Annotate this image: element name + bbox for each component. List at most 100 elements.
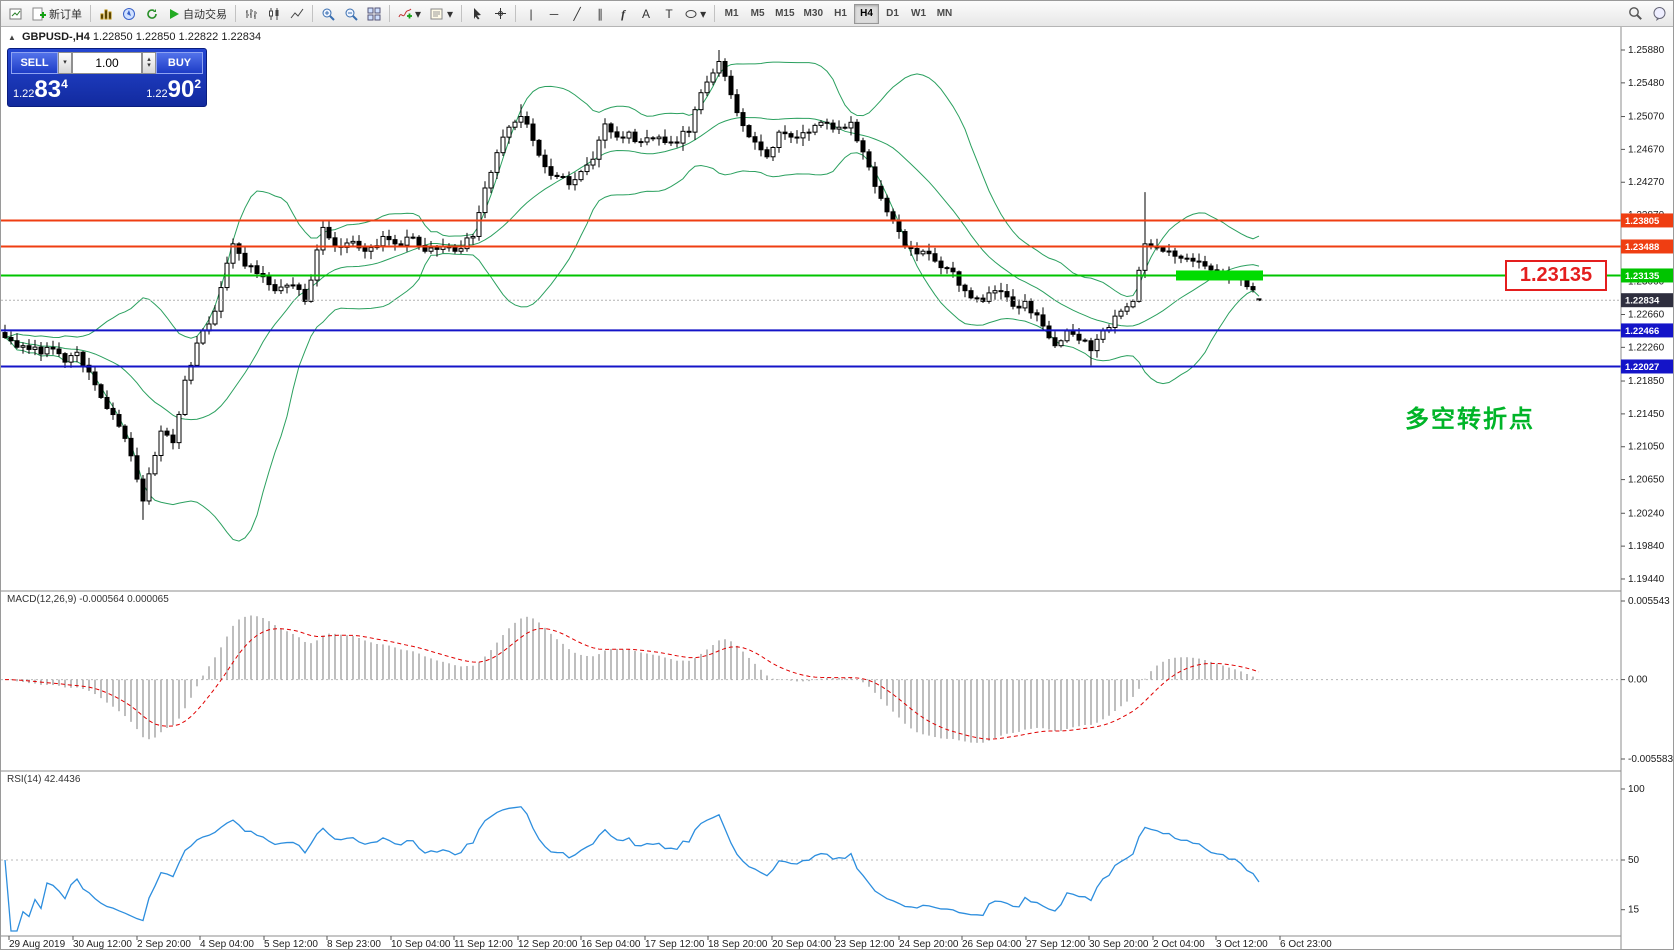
separator (389, 5, 390, 22)
svg-text:4 Sep 04:00: 4 Sep 04:00 (200, 939, 254, 950)
ohlc-values: 1.22850 1.22850 1.22822 1.22834 (92, 31, 262, 43)
trendline-tool-button[interactable]: ╱ (566, 3, 588, 25)
auto-trading-label: 自动交易 (183, 8, 227, 21)
trendline-icon: ╱ (573, 6, 581, 21)
zoom-out-button[interactable] (340, 3, 362, 25)
text-tool-button[interactable]: A (635, 3, 657, 25)
vline-tool-button[interactable]: | (520, 3, 542, 25)
volume-input[interactable] (72, 52, 142, 74)
svg-text:1.22834: 1.22834 (1625, 296, 1660, 307)
svg-text:1.21050: 1.21050 (1628, 442, 1665, 453)
crosshair-tool-button[interactable] (489, 3, 511, 25)
timeframe-m5[interactable]: M5 (745, 4, 770, 24)
auto-trading-button[interactable]: 自动交易 (164, 3, 231, 25)
candles-layer (2, 50, 1262, 520)
bar-chart-button[interactable] (240, 3, 262, 25)
separator (714, 5, 716, 22)
bar-chart-icon (246, 8, 257, 19)
macd-layer (4, 615, 1260, 743)
refresh-button[interactable] (141, 3, 163, 25)
separator (90, 5, 91, 22)
one-click-trading-panel: SELL ▾ ▴▾ BUY 1.22834 1.22902 (7, 48, 207, 107)
navigator-button[interactable] (118, 3, 140, 25)
cursor-tool-button[interactable] (466, 3, 488, 25)
indicators-icon (398, 8, 412, 18)
search-button[interactable] (1624, 3, 1647, 25)
svg-text:3 Oct 12:00: 3 Oct 12:00 (1216, 939, 1268, 950)
templates-button[interactable]: ▾ (426, 3, 457, 25)
candlestick-chart-button[interactable] (263, 3, 285, 25)
sell-price[interactable]: 1.22834 (13, 76, 68, 103)
timeframe-mn[interactable]: MN (932, 4, 957, 24)
chart-title: ▲ GBPUSD-,H4 1.22850 1.22850 1.22822 1.2… (8, 31, 261, 43)
horizontal-line-icon: ─ (549, 6, 559, 21)
annotation-text: 多空转折点 (1405, 406, 1535, 433)
svg-text:1.20240: 1.20240 (1628, 508, 1665, 519)
fibonacci-tool-button[interactable]: f (612, 3, 634, 25)
timeframe-w1[interactable]: W1 (906, 4, 931, 24)
buy-button[interactable]: BUY (156, 52, 203, 74)
timeframe-m15[interactable]: M15 (771, 4, 798, 24)
rsi-layer (4, 806, 1260, 932)
buy-price[interactable]: 1.22902 (146, 76, 201, 103)
svg-text:26 Sep 04:00: 26 Sep 04:00 (962, 939, 1022, 950)
svg-text:11 Sep 12:00: 11 Sep 12:00 (454, 939, 513, 950)
chevron-down-icon: ▾ (63, 59, 67, 67)
svg-text:100: 100 (1628, 784, 1645, 795)
svg-text:1.24270: 1.24270 (1628, 177, 1665, 188)
symbol-period-label: GBPUSD-,H4 (21, 31, 90, 43)
new-order-icon (32, 7, 46, 20)
assistant-button[interactable] (1648, 3, 1671, 25)
timeframe-d1[interactable]: D1 (880, 4, 905, 24)
timeframe-m1[interactable]: M1 (719, 4, 744, 24)
svg-text:1.21450: 1.21450 (1628, 409, 1665, 420)
svg-text:2 Sep 20:00: 2 Sep 20:00 (137, 939, 191, 950)
channel-icon: ∥ (597, 6, 604, 21)
svg-text:30 Aug 12:00: 30 Aug 12:00 (73, 939, 132, 950)
zoom-in-button[interactable] (317, 3, 339, 25)
svg-text:0.005543: 0.005543 (1628, 596, 1670, 607)
svg-text:1.22466: 1.22466 (1625, 326, 1659, 337)
level-lines-layer (1, 219, 1621, 368)
svg-text:1.22660: 1.22660 (1628, 309, 1665, 320)
svg-text:8 Sep 23:00: 8 Sep 23:00 (327, 939, 381, 950)
new-order-button[interactable]: 新订单 (28, 3, 86, 25)
chart-canvas[interactable]: 1.25880 1.25480 1.25070 1.24670 1.24270 1.238… (1, 27, 1674, 950)
svg-text:1.25880: 1.25880 (1628, 45, 1665, 56)
candlestick-chart-icon (269, 7, 279, 20)
indicators-button[interactable]: ▾ (394, 3, 425, 25)
new-chart-button[interactable] (5, 3, 27, 25)
hline-tool-button[interactable]: ─ (543, 3, 565, 25)
templates-icon (430, 8, 443, 19)
svg-text:1.20650: 1.20650 (1628, 475, 1665, 486)
market-watch-button[interactable] (95, 3, 117, 25)
tile-windows-button[interactable] (363, 3, 385, 25)
svg-text:0.00: 0.00 (1628, 675, 1648, 686)
svg-text:23 Sep 12:00: 23 Sep 12:00 (835, 939, 895, 950)
timeframe-m30[interactable]: M30 (800, 4, 827, 24)
volume-dropdown-button[interactable]: ▾ (58, 52, 72, 74)
label-tool-button[interactable]: T (658, 3, 680, 25)
fibonacci-icon: f (621, 6, 626, 21)
svg-text:12 Sep 20:00: 12 Sep 20:00 (518, 939, 578, 950)
chat-icon (1653, 7, 1666, 21)
svg-text:1.19440: 1.19440 (1628, 574, 1665, 585)
arrows-tool-button[interactable]: ▾ (681, 3, 710, 25)
timeframe-h1[interactable]: H1 (828, 4, 853, 24)
toolbar: 新订单 自动交易 (1, 1, 1673, 27)
zoom-out-icon (345, 8, 358, 21)
label-tool-icon: T (665, 6, 673, 21)
sell-button[interactable]: SELL (11, 52, 58, 74)
volume-spinner[interactable]: ▴ ▾ (142, 52, 156, 74)
bollinger-bands-layer (4, 61, 1260, 542)
chevron-down-icon: ▾ (147, 62, 151, 69)
line-chart-button[interactable] (286, 3, 308, 25)
svg-text:1.22260: 1.22260 (1628, 342, 1665, 353)
svg-text:17 Sep 12:00: 17 Sep 12:00 (645, 939, 705, 950)
svg-text:6 Oct 23:00: 6 Oct 23:00 (1280, 939, 1332, 950)
chart-marker-icon: ▲ (8, 33, 16, 42)
timeframe-h4[interactable]: H4 (854, 3, 879, 24)
channel-tool-button[interactable]: ∥ (589, 3, 611, 25)
text-tool-icon: A (642, 6, 651, 21)
